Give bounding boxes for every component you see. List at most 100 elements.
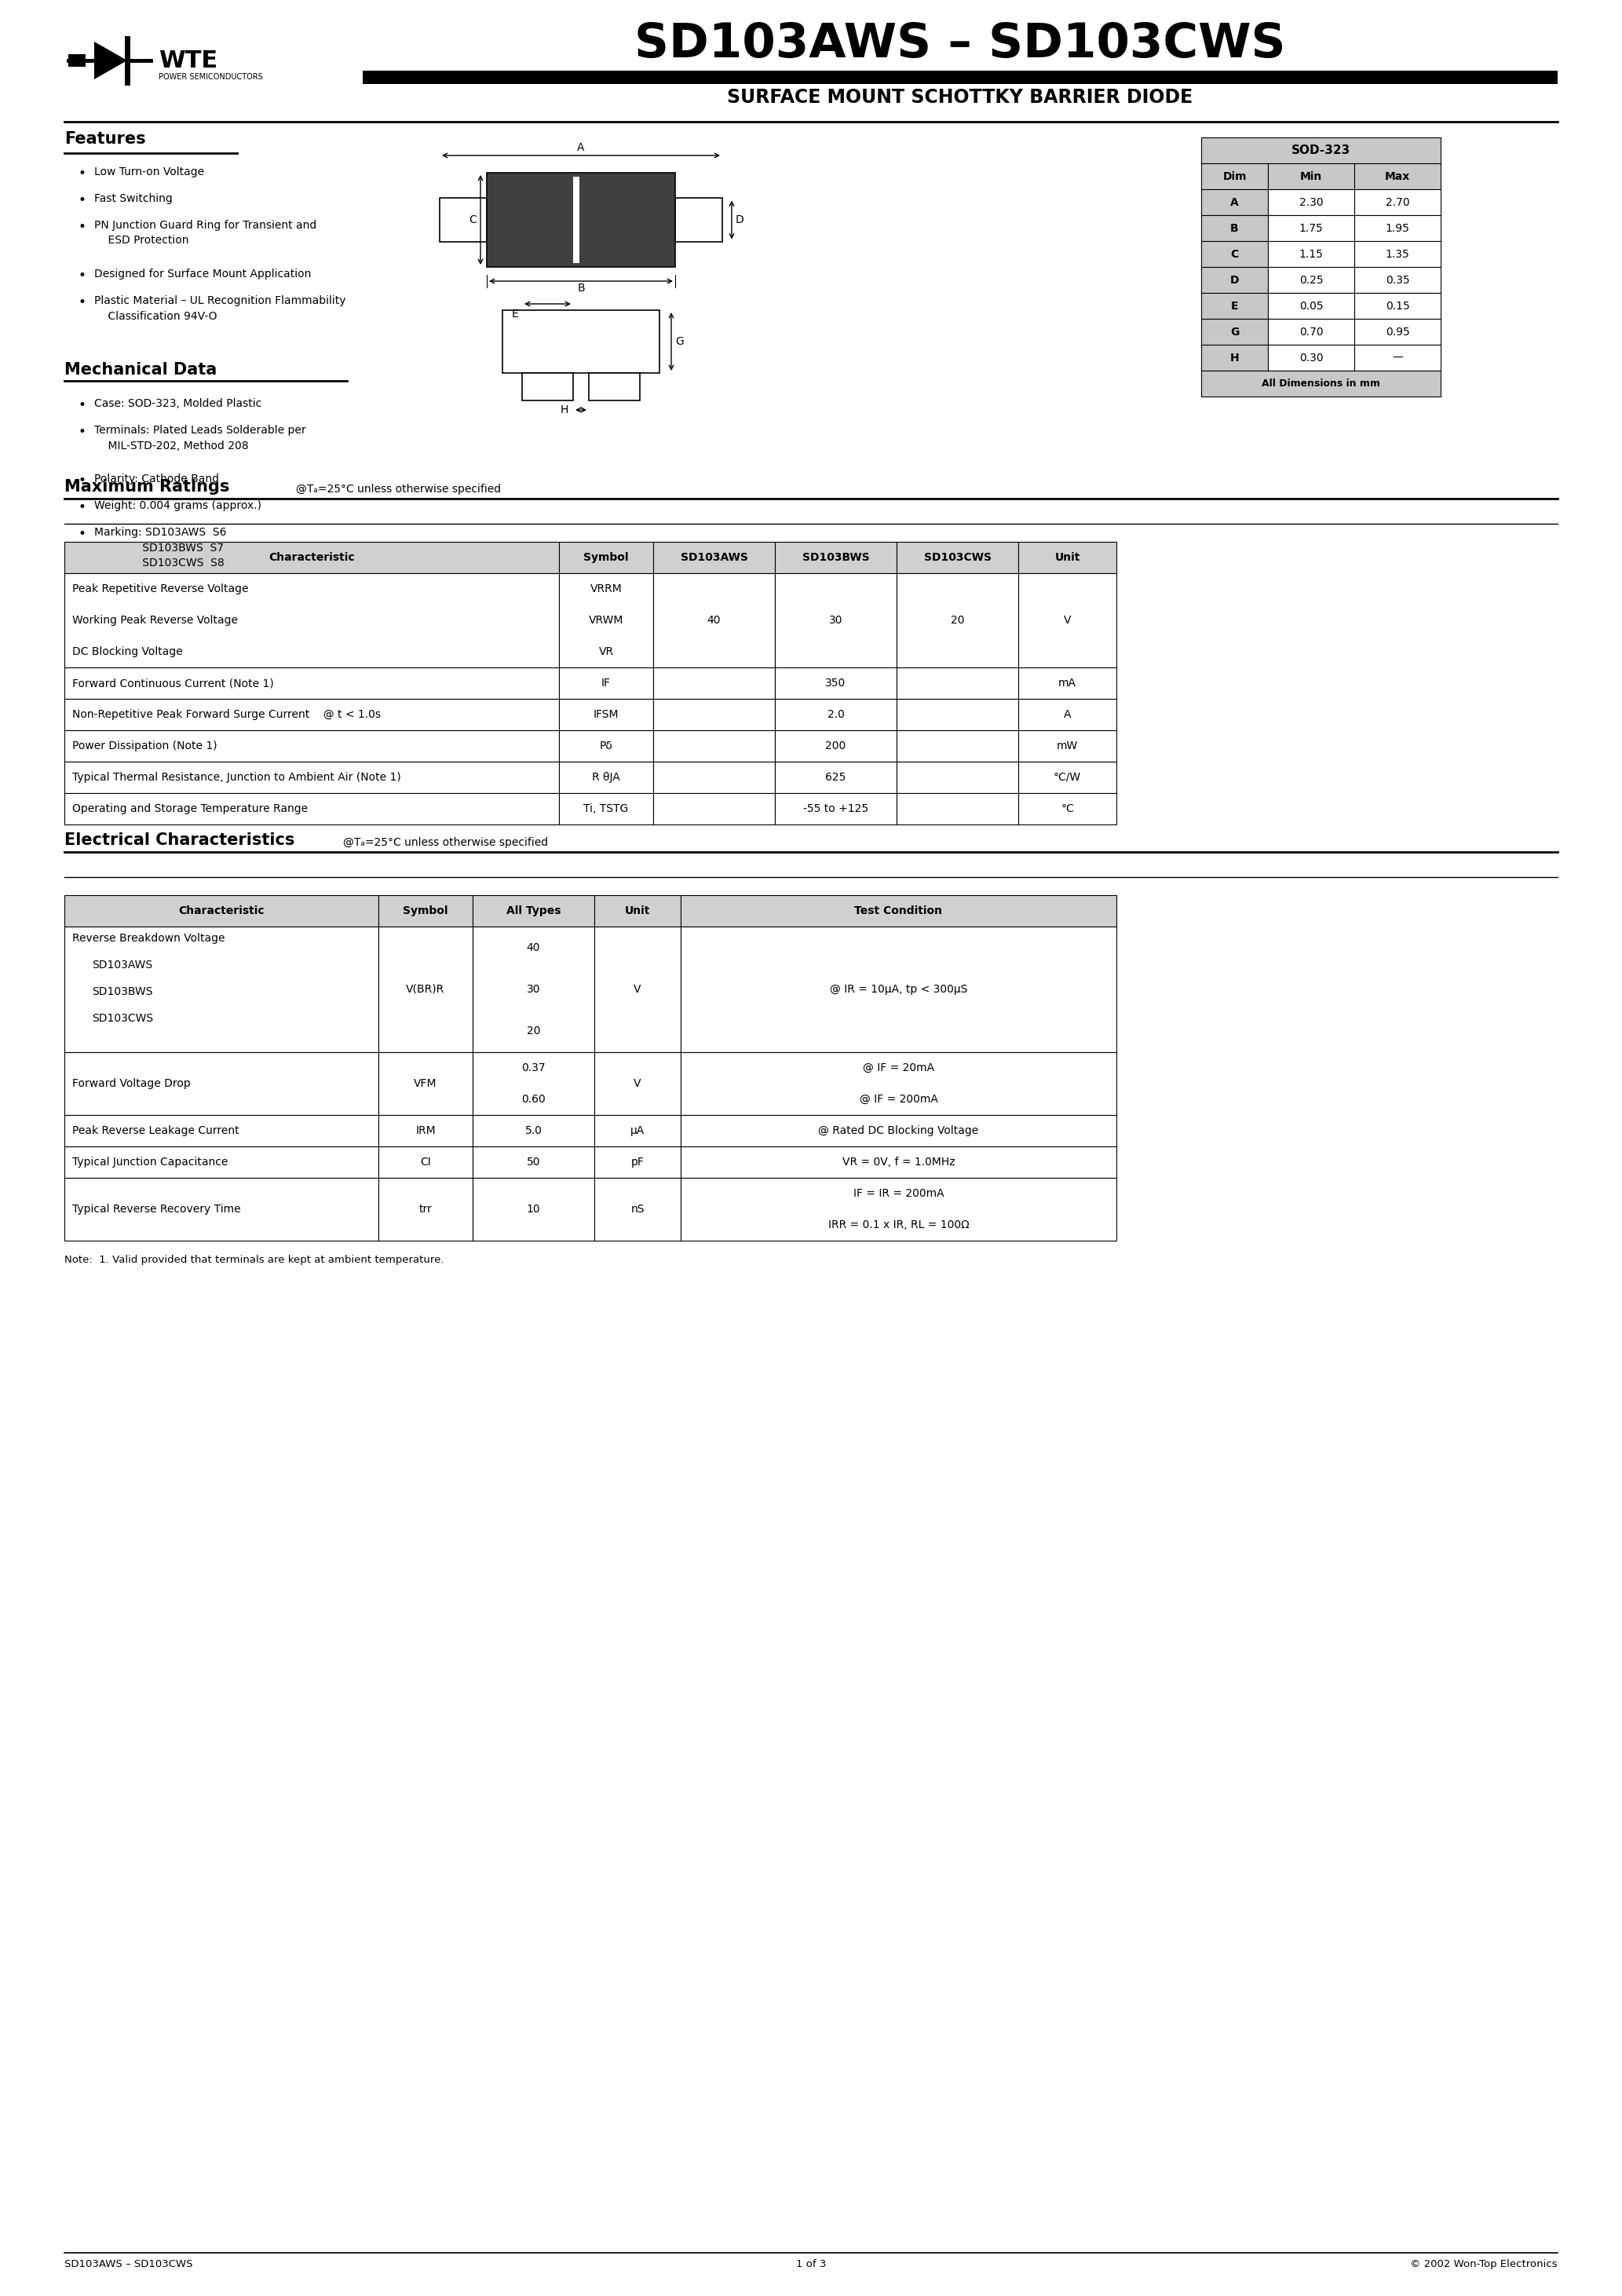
- Bar: [1202, 370, 1440, 397]
- Bar: [654, 668, 775, 698]
- Bar: [65, 1178, 378, 1240]
- Text: IFSM: IFSM: [594, 709, 620, 721]
- Text: @Tₐ=25°C unless otherwise specified: @Tₐ=25°C unless otherwise specified: [344, 838, 548, 847]
- Text: 40: 40: [527, 941, 540, 953]
- Bar: [440, 197, 487, 241]
- Bar: [1354, 188, 1440, 216]
- Text: Low Turn-on Voltage: Low Turn-on Voltage: [94, 168, 204, 177]
- Text: Operating and Storage Temperature Range: Operating and Storage Temperature Range: [73, 804, 308, 815]
- Text: Marking: SD103AWS  S6
              SD103BWS  S7
              SD103CWS  S8: Marking: SD103AWS S6 SD103BWS S7 SD103CW…: [94, 526, 227, 569]
- Text: 0.25: 0.25: [1299, 276, 1324, 285]
- Text: A: A: [577, 142, 584, 154]
- Bar: [472, 895, 594, 928]
- Bar: [1019, 574, 1116, 668]
- Bar: [65, 574, 560, 668]
- Bar: [897, 668, 1019, 698]
- Text: 0.60: 0.60: [521, 1093, 545, 1104]
- Bar: [65, 928, 378, 1052]
- Text: H: H: [560, 404, 568, 416]
- Bar: [654, 574, 775, 668]
- Bar: [897, 730, 1019, 762]
- Text: Working Peak Reverse Voltage: Working Peak Reverse Voltage: [73, 615, 238, 627]
- Text: Maximum Ratings: Maximum Ratings: [65, 480, 230, 494]
- Bar: [1202, 138, 1440, 163]
- Bar: [1202, 344, 1268, 370]
- Bar: [1202, 266, 1268, 294]
- Bar: [1019, 792, 1116, 824]
- Text: Max: Max: [1385, 170, 1410, 181]
- Text: Characteristic: Characteristic: [269, 551, 355, 563]
- Text: 0.37: 0.37: [521, 1063, 545, 1075]
- Text: All Types: All Types: [506, 905, 561, 916]
- Bar: [1268, 163, 1354, 188]
- Text: A: A: [1231, 197, 1239, 207]
- Text: Fast Switching: Fast Switching: [94, 193, 172, 204]
- Bar: [681, 1146, 1116, 1178]
- Text: SD103AWS – SD103CWS: SD103AWS – SD103CWS: [65, 2259, 193, 2268]
- Text: V: V: [634, 985, 641, 994]
- Text: D: D: [1229, 276, 1239, 285]
- Text: V(BR)R: V(BR)R: [406, 985, 444, 994]
- Text: •: •: [78, 526, 86, 542]
- Text: •: •: [78, 473, 86, 487]
- Text: 0.95: 0.95: [1385, 326, 1410, 338]
- Bar: [654, 730, 775, 762]
- Text: °C/W: °C/W: [1054, 771, 1082, 783]
- Text: B: B: [1231, 223, 1239, 234]
- Bar: [681, 1052, 1116, 1116]
- Text: 200: 200: [826, 742, 847, 751]
- Text: VRWM: VRWM: [589, 615, 623, 627]
- Text: 2.30: 2.30: [1299, 197, 1324, 207]
- Bar: [1202, 241, 1268, 266]
- Text: 40: 40: [707, 615, 720, 627]
- Bar: [378, 1178, 472, 1240]
- Text: Designed for Surface Mount Application: Designed for Surface Mount Application: [94, 269, 311, 280]
- Bar: [1202, 294, 1268, 319]
- Bar: [681, 1116, 1116, 1146]
- Text: Symbol: Symbol: [402, 905, 448, 916]
- Text: C: C: [1231, 248, 1239, 259]
- Text: 1.35: 1.35: [1385, 248, 1410, 259]
- Bar: [378, 1146, 472, 1178]
- Bar: [594, 1116, 681, 1146]
- Bar: [681, 928, 1116, 1052]
- Bar: [897, 792, 1019, 824]
- Text: Symbol: Symbol: [584, 551, 629, 563]
- Text: Dim: Dim: [1223, 170, 1247, 181]
- Bar: [1268, 188, 1354, 216]
- Bar: [1019, 762, 1116, 792]
- Text: Features: Features: [65, 131, 146, 147]
- Text: -55 to +125: -55 to +125: [803, 804, 868, 815]
- Bar: [1202, 163, 1268, 188]
- Text: B: B: [577, 282, 586, 294]
- Bar: [1019, 668, 1116, 698]
- Bar: [65, 668, 560, 698]
- Text: E: E: [511, 308, 517, 319]
- Bar: [594, 1178, 681, 1240]
- Bar: [65, 1052, 378, 1116]
- Bar: [1354, 216, 1440, 241]
- Bar: [472, 1178, 594, 1240]
- Text: •: •: [78, 501, 86, 514]
- Bar: [594, 895, 681, 928]
- Text: •: •: [78, 425, 86, 439]
- Text: VRRM: VRRM: [590, 583, 623, 595]
- Text: Weight: 0.004 grams (approx.): Weight: 0.004 grams (approx.): [94, 501, 261, 512]
- Bar: [65, 542, 560, 574]
- Text: VFM: VFM: [414, 1079, 436, 1088]
- Bar: [897, 698, 1019, 730]
- Text: SOD-323: SOD-323: [1291, 145, 1351, 156]
- Text: H: H: [1229, 351, 1239, 363]
- Text: SD103CWS: SD103CWS: [92, 1013, 152, 1024]
- Text: Case: SOD-323, Molded Plastic: Case: SOD-323, Molded Plastic: [94, 397, 261, 409]
- Text: •: •: [78, 397, 86, 413]
- Bar: [65, 698, 560, 730]
- Bar: [775, 542, 897, 574]
- Text: Typical Junction Capacitance: Typical Junction Capacitance: [73, 1157, 229, 1169]
- Text: •: •: [78, 269, 86, 282]
- Text: Note:  1. Valid provided that terminals are kept at ambient temperature.: Note: 1. Valid provided that terminals a…: [65, 1256, 444, 1265]
- Text: 1.75: 1.75: [1299, 223, 1324, 234]
- Text: C: C: [469, 214, 477, 225]
- Text: 0.70: 0.70: [1299, 326, 1324, 338]
- Text: 1 of 3: 1 of 3: [796, 2259, 826, 2268]
